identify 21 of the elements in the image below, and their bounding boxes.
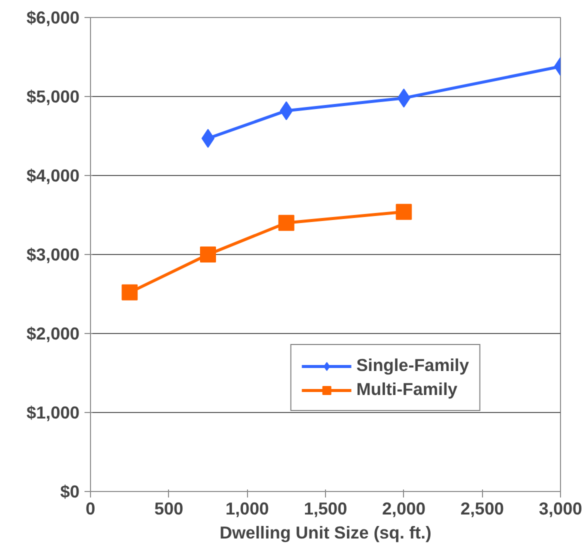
point	[278, 214, 294, 231]
x-tick-label: 2,000	[382, 498, 426, 518]
point	[396, 204, 412, 220]
y-tick-label: $3,000	[26, 244, 80, 264]
point	[122, 284, 138, 300]
x-tick-label: 1,000	[225, 498, 269, 518]
x-tick-label: 3,000	[538, 498, 582, 518]
x-tick-label: 1,500	[304, 498, 348, 518]
y-tick-label: $1,000	[26, 402, 80, 422]
x-tick-label: 2,500	[460, 498, 504, 518]
x-tick-label: 500	[154, 498, 184, 518]
point	[200, 246, 216, 262]
x-tick-label: 0	[86, 498, 96, 518]
y-tick-label: $5,000	[26, 86, 80, 106]
y-tick-label: $2,000	[26, 324, 80, 344]
y-tick-label: $4,000	[26, 166, 80, 186]
legend-label: Multi-Family	[356, 379, 458, 400]
legend-label: Single-Family	[356, 355, 469, 376]
x-axis-title: Dwelling Unit Size (sq. ft.)	[220, 522, 432, 542]
y-tick-label: $6,000	[26, 8, 80, 28]
y-tick-label: $0	[60, 482, 80, 502]
